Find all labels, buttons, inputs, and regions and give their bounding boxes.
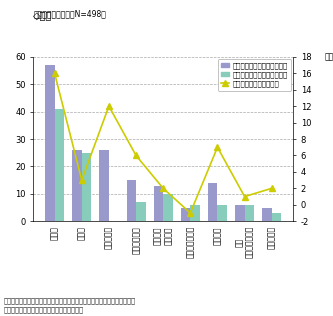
Bar: [82, 153, 91, 221]
Bar: [190, 205, 200, 221]
Text: ◇強み: ◇強み: [33, 10, 53, 20]
Bar: [55, 109, 64, 221]
Bar: [208, 183, 217, 221]
Y-axis label: （％）: （％）: [325, 52, 333, 61]
Bar: [181, 208, 190, 221]
Bar: [45, 65, 55, 221]
Bar: [72, 150, 82, 221]
Bar: [272, 213, 281, 221]
Bar: [245, 205, 254, 221]
Bar: [136, 202, 146, 221]
Bar: [217, 205, 227, 221]
Legend: 新興国における強み（左軸）, 先進国における強み（左軸）, 新興国一先進国（右軸）: 新興国における強み（左軸）, 先進国における強み（左軸）, 新興国一先進国（右軸…: [218, 59, 291, 91]
Bar: [99, 150, 109, 221]
Text: （％）（複数回答：N=498）: （％）（複数回答：N=498）: [33, 9, 106, 18]
Bar: [154, 185, 163, 221]
Bar: [262, 208, 272, 221]
Text: 資料：財団法人国際経済交流財団「競争環境の変化に対応した我が国産業
の競争力強化に関する調査研究」から作成。: 資料：財団法人国際経済交流財団「競争環境の変化に対応した我が国産業 の競争力強化…: [3, 298, 135, 313]
Bar: [127, 180, 136, 221]
Bar: [163, 194, 173, 221]
Bar: [235, 205, 245, 221]
